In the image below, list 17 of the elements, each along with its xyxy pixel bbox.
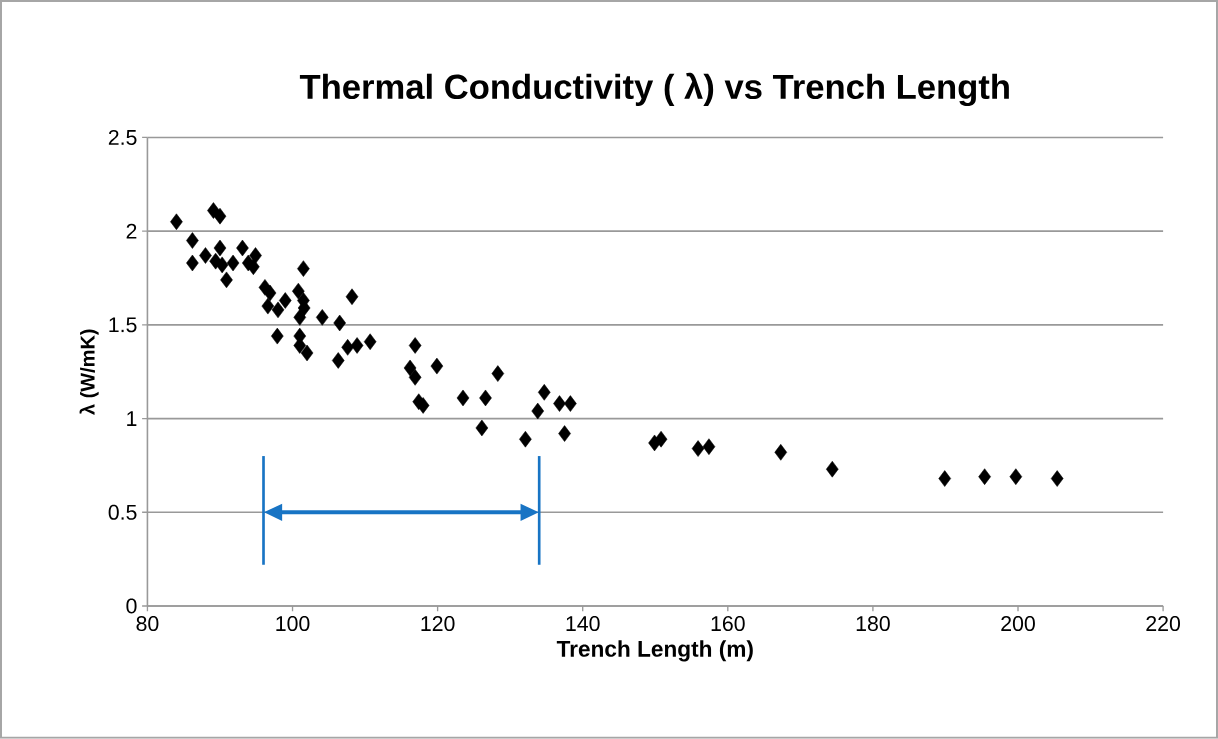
y-tick-label: 1 — [127, 411, 137, 427]
x-tick-label: 220 — [1146, 616, 1181, 632]
x-tick-label: 140 — [566, 616, 600, 632]
x-tick-label: 80 — [136, 616, 159, 632]
y-tick-label: 0 — [126, 598, 137, 614]
x-tick-label: 160 — [711, 616, 745, 632]
x-axis-title: Trench Length (m) — [556, 640, 753, 662]
chart-title: Thermal Conductivity ( λ) vs Trench Length — [299, 72, 1009, 107]
y-axis-title: λ (W/mK) — [79, 329, 99, 415]
x-tick-label: 100 — [276, 616, 310, 632]
x-tick-label: 200 — [1001, 616, 1035, 632]
x-tick-label: 120 — [421, 616, 455, 632]
y-tick-label: 2 — [126, 223, 137, 239]
y-tick-label: 0.5 — [108, 504, 137, 520]
x-tick-label: 180 — [856, 616, 890, 632]
y-tick-label: 1.5 — [109, 317, 137, 333]
y-tick-label: 2.5 — [108, 130, 137, 146]
